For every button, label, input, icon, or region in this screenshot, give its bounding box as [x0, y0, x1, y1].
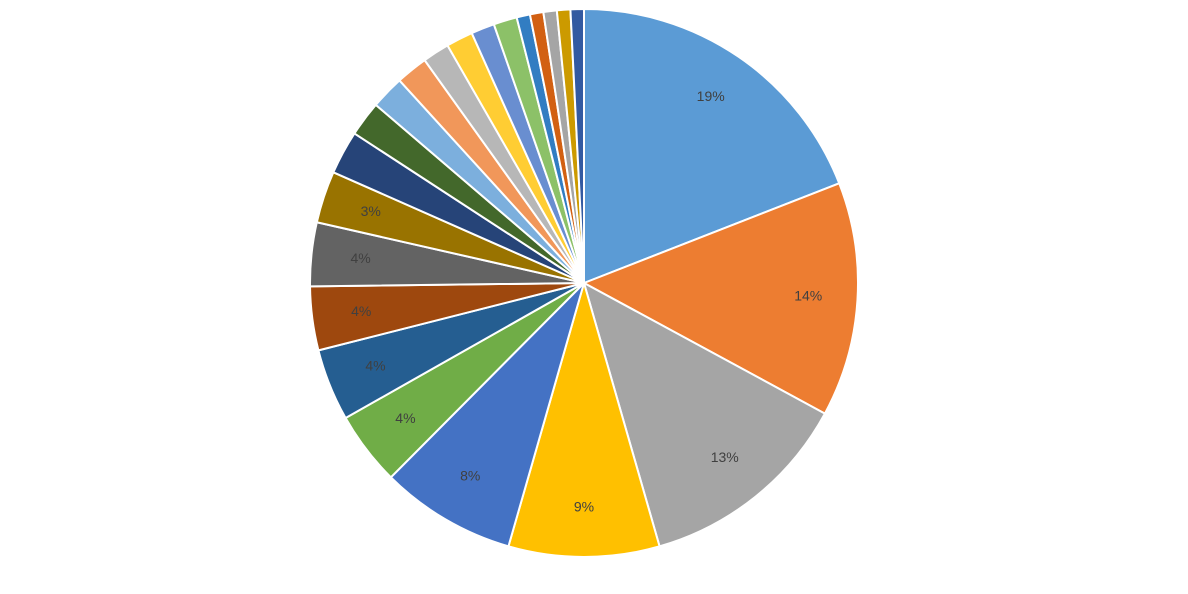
pie-slice-4 [507, 282, 661, 559]
data-label-5: 8% [460, 467, 480, 483]
data-label-1: 19% [697, 88, 725, 104]
data-label-10: 3% [361, 203, 381, 219]
data-label-8: 4% [351, 303, 371, 319]
pie-slice-5 [389, 282, 585, 548]
pie-slice-3 [583, 282, 826, 548]
pie-data-labels: 19% 14% 13% 9% 8% 4% 4% 4% 4% 3% [350, 88, 822, 514]
pie-slice-2 [583, 182, 859, 415]
pie-slice-23 [569, 8, 585, 284]
data-label-4: 9% [574, 498, 594, 514]
pie-slice-1 [583, 8, 841, 284]
data-label-7: 4% [365, 357, 385, 373]
data-label-9: 4% [350, 250, 370, 266]
data-label-2: 14% [794, 288, 822, 304]
pie-slices [309, 8, 859, 559]
data-label-3: 13% [711, 449, 739, 465]
data-label-6: 4% [395, 410, 415, 426]
